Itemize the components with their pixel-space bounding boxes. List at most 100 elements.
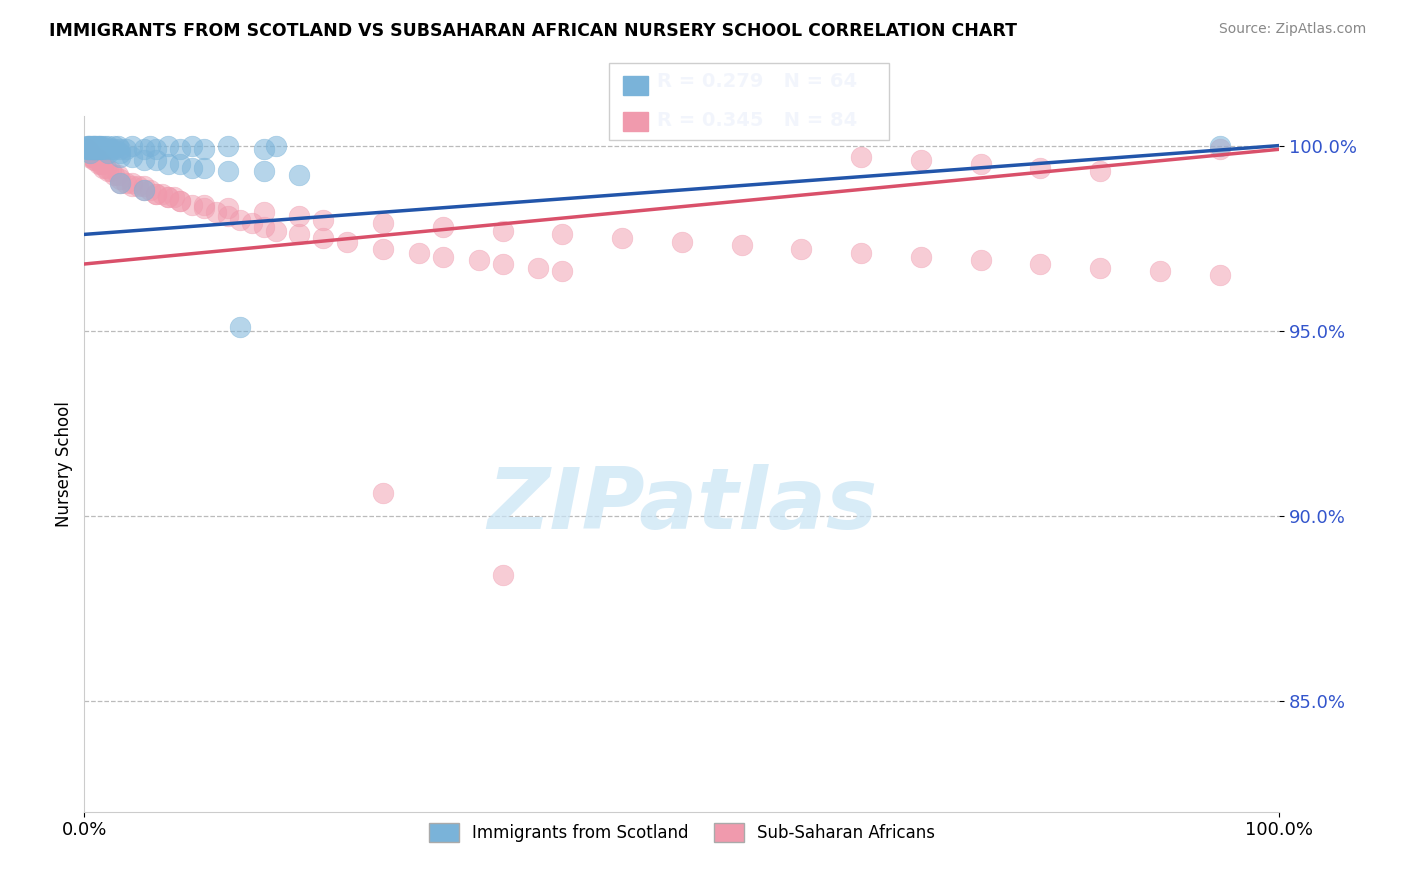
Point	[76, 142, 98, 156]
Point	[121, 150, 143, 164]
Point	[110, 176, 132, 190]
Point	[93, 142, 115, 156]
Point	[76, 138, 98, 153]
Point	[82, 142, 104, 156]
Point	[132, 183, 156, 197]
Point	[731, 238, 754, 252]
Point	[89, 138, 111, 153]
Point	[253, 219, 276, 234]
Point	[150, 186, 173, 201]
Point	[264, 138, 287, 153]
Point	[229, 319, 252, 334]
Point	[288, 168, 311, 182]
Point	[110, 150, 132, 164]
Point	[103, 168, 125, 182]
Point	[80, 150, 103, 164]
Point	[264, 224, 287, 238]
Point	[408, 246, 430, 260]
Point	[86, 138, 108, 153]
Point	[84, 138, 107, 153]
Point	[100, 164, 122, 178]
Point	[79, 142, 101, 156]
Point	[193, 198, 215, 212]
Point	[76, 142, 98, 156]
Point	[145, 186, 167, 201]
Point	[87, 157, 110, 171]
Point	[79, 145, 101, 160]
Point	[107, 138, 129, 153]
Point	[157, 190, 180, 204]
Point	[86, 142, 108, 156]
Point	[79, 145, 101, 160]
Point	[181, 161, 204, 175]
Point	[181, 138, 204, 153]
Point	[87, 138, 110, 153]
Point	[77, 142, 100, 156]
Point	[527, 260, 550, 275]
Point	[970, 157, 993, 171]
Point	[97, 145, 120, 160]
Point	[115, 142, 138, 156]
Point	[132, 183, 156, 197]
Point	[110, 142, 132, 156]
Point	[851, 246, 873, 260]
Point	[1090, 164, 1112, 178]
Point	[169, 194, 191, 208]
Point	[97, 164, 120, 178]
Point	[84, 142, 107, 156]
Point	[551, 227, 574, 242]
Point	[77, 138, 100, 153]
Point	[163, 190, 186, 204]
Point	[910, 250, 932, 264]
Point	[1149, 264, 1171, 278]
Point	[217, 164, 239, 178]
Point	[145, 153, 167, 168]
Point	[851, 150, 873, 164]
Point	[205, 205, 228, 219]
Point	[84, 153, 107, 168]
Point	[87, 142, 110, 156]
Point	[551, 264, 574, 278]
Point	[90, 142, 112, 156]
Text: Source: ZipAtlas.com: Source: ZipAtlas.com	[1219, 22, 1367, 37]
Point	[94, 161, 117, 175]
Point	[253, 142, 276, 156]
Point	[1209, 138, 1232, 153]
Point	[217, 209, 239, 223]
Point	[240, 216, 263, 230]
Y-axis label: Nursery School: Nursery School	[55, 401, 73, 527]
Point	[253, 164, 276, 178]
Point	[373, 216, 395, 230]
Point	[288, 227, 311, 242]
Point	[83, 153, 105, 168]
Point	[139, 138, 162, 153]
Point	[468, 253, 491, 268]
Point	[110, 145, 132, 160]
Point	[336, 235, 359, 249]
Text: R = 0.279   N = 64: R = 0.279 N = 64	[657, 72, 856, 91]
Point	[157, 190, 180, 204]
Point	[492, 224, 515, 238]
Point	[1090, 260, 1112, 275]
Text: R = 0.345   N = 84: R = 0.345 N = 84	[657, 112, 856, 130]
Point	[97, 138, 120, 153]
Point	[82, 138, 104, 153]
Point	[107, 168, 129, 182]
Point	[373, 242, 395, 256]
Point	[132, 179, 156, 194]
Point	[86, 138, 108, 153]
Point	[94, 142, 117, 156]
Point	[77, 142, 100, 156]
Point	[181, 198, 204, 212]
Point	[145, 142, 167, 156]
Point	[193, 202, 215, 216]
Point	[110, 172, 132, 186]
Point	[80, 138, 103, 153]
Point	[492, 567, 515, 582]
Point	[115, 176, 138, 190]
Point	[83, 142, 105, 156]
Point	[93, 161, 115, 175]
Point	[103, 138, 125, 153]
Point	[169, 142, 191, 156]
Point	[432, 219, 454, 234]
